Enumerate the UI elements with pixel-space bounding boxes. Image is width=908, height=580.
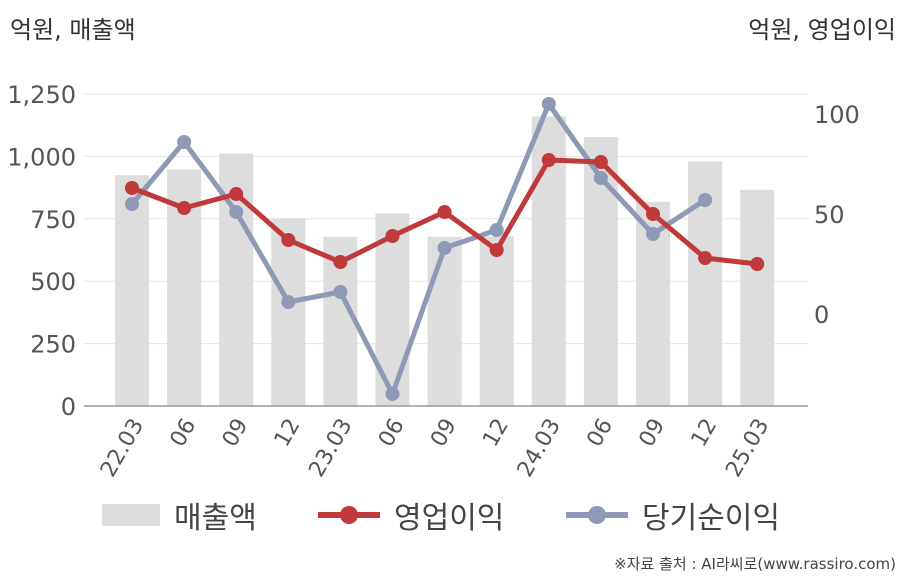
point-net-income-3 (281, 295, 296, 309)
point-operating-profit-2 (229, 187, 244, 201)
point-operating-profit-8 (541, 153, 556, 167)
point-net-income-7 (489, 223, 504, 237)
bar-revenue-12 (479, 236, 514, 406)
point-net-income-9 (593, 171, 608, 185)
point-operating-profit-3 (281, 233, 296, 247)
point-operating-profit-12 (750, 257, 765, 271)
legend: 매출액 영업이익 당기순이익 (0, 490, 908, 540)
y-left-tick-label-3: 750 (30, 206, 76, 234)
bar-revenue-12 (271, 218, 306, 406)
x-tick-label-11: 12 (687, 415, 723, 452)
y-left-tick-label-2: 500 (30, 268, 76, 296)
legend-item-revenue: 매출액 (102, 490, 257, 540)
point-operating-profit-4 (333, 255, 348, 269)
point-net-income-2 (229, 205, 244, 219)
point-operating-profit-10 (646, 207, 660, 221)
legend-swatch-net-income (566, 504, 628, 526)
source-credit: ※자료 출처 : AI라씨로(www.rassiro.com) (614, 555, 896, 573)
y-right-tick-label-1: 50 (814, 201, 845, 229)
legend-item-net-income: 당기순이익 (566, 490, 780, 540)
point-net-income-10 (646, 227, 660, 241)
x-tick-label-12: 25.03 (721, 415, 774, 481)
x-tick-label-2: 09 (218, 415, 254, 452)
legend-swatch-revenue (102, 504, 160, 526)
x-tick-label-10: 09 (635, 415, 671, 452)
point-operating-profit-6 (437, 205, 452, 219)
y-right-tick-label-2: 100 (814, 101, 860, 129)
point-operating-profit-1 (177, 201, 192, 215)
left-axis-unit: 억원, 매출액 (10, 16, 136, 44)
point-net-income-5 (385, 387, 400, 401)
x-tick-label-5: 06 (374, 415, 410, 452)
x-tick-label-6: 09 (426, 415, 462, 452)
bar-revenue-09 (427, 236, 462, 406)
right-axis-unit: 억원, 영업이익 (748, 16, 896, 44)
point-net-income-0 (125, 197, 139, 211)
line-net-income (130, 101, 707, 397)
legend-item-operating-profit: 영업이익 (318, 490, 504, 540)
legend-label-revenue: 매출액 (174, 501, 257, 536)
legend-swatch-operating-profit (318, 504, 380, 526)
point-net-income-6 (437, 241, 452, 255)
legend-label-operating-profit: 영업이익 (394, 501, 505, 536)
point-operating-profit-5 (385, 229, 400, 243)
x-tick-label-7: 12 (478, 415, 514, 452)
y-left-tick-label-5: 1,250 (7, 81, 76, 109)
x-tick-label-0: 22.03 (96, 415, 149, 481)
x-tick-label-9: 06 (582, 415, 618, 452)
x-tick-label-1: 06 (166, 415, 202, 452)
point-operating-profit-7 (489, 243, 504, 257)
y-left-tick-label-1: 250 (30, 331, 76, 359)
y-left-tick-label-0: 0 (61, 393, 76, 421)
point-net-income-4 (333, 285, 348, 299)
x-tick-label-4: 23.03 (304, 415, 357, 481)
bar-revenue-22.03 (115, 175, 149, 406)
legend-label-net-income: 당기순이익 (642, 501, 780, 536)
y-left-tick-label-4: 1,000 (7, 143, 76, 171)
point-net-income-11 (698, 193, 713, 207)
point-operating-profit-11 (698, 251, 713, 265)
x-tick-label-3: 12 (270, 415, 306, 452)
point-operating-profit-0 (125, 181, 139, 195)
point-net-income-1 (177, 135, 192, 149)
bar-revenue-25.03 (740, 189, 775, 406)
y-right-tick-label-0: 0 (814, 301, 829, 329)
point-operating-profit-9 (593, 155, 608, 169)
x-tick-label-8: 24.03 (513, 415, 566, 481)
point-net-income-8 (541, 97, 556, 111)
